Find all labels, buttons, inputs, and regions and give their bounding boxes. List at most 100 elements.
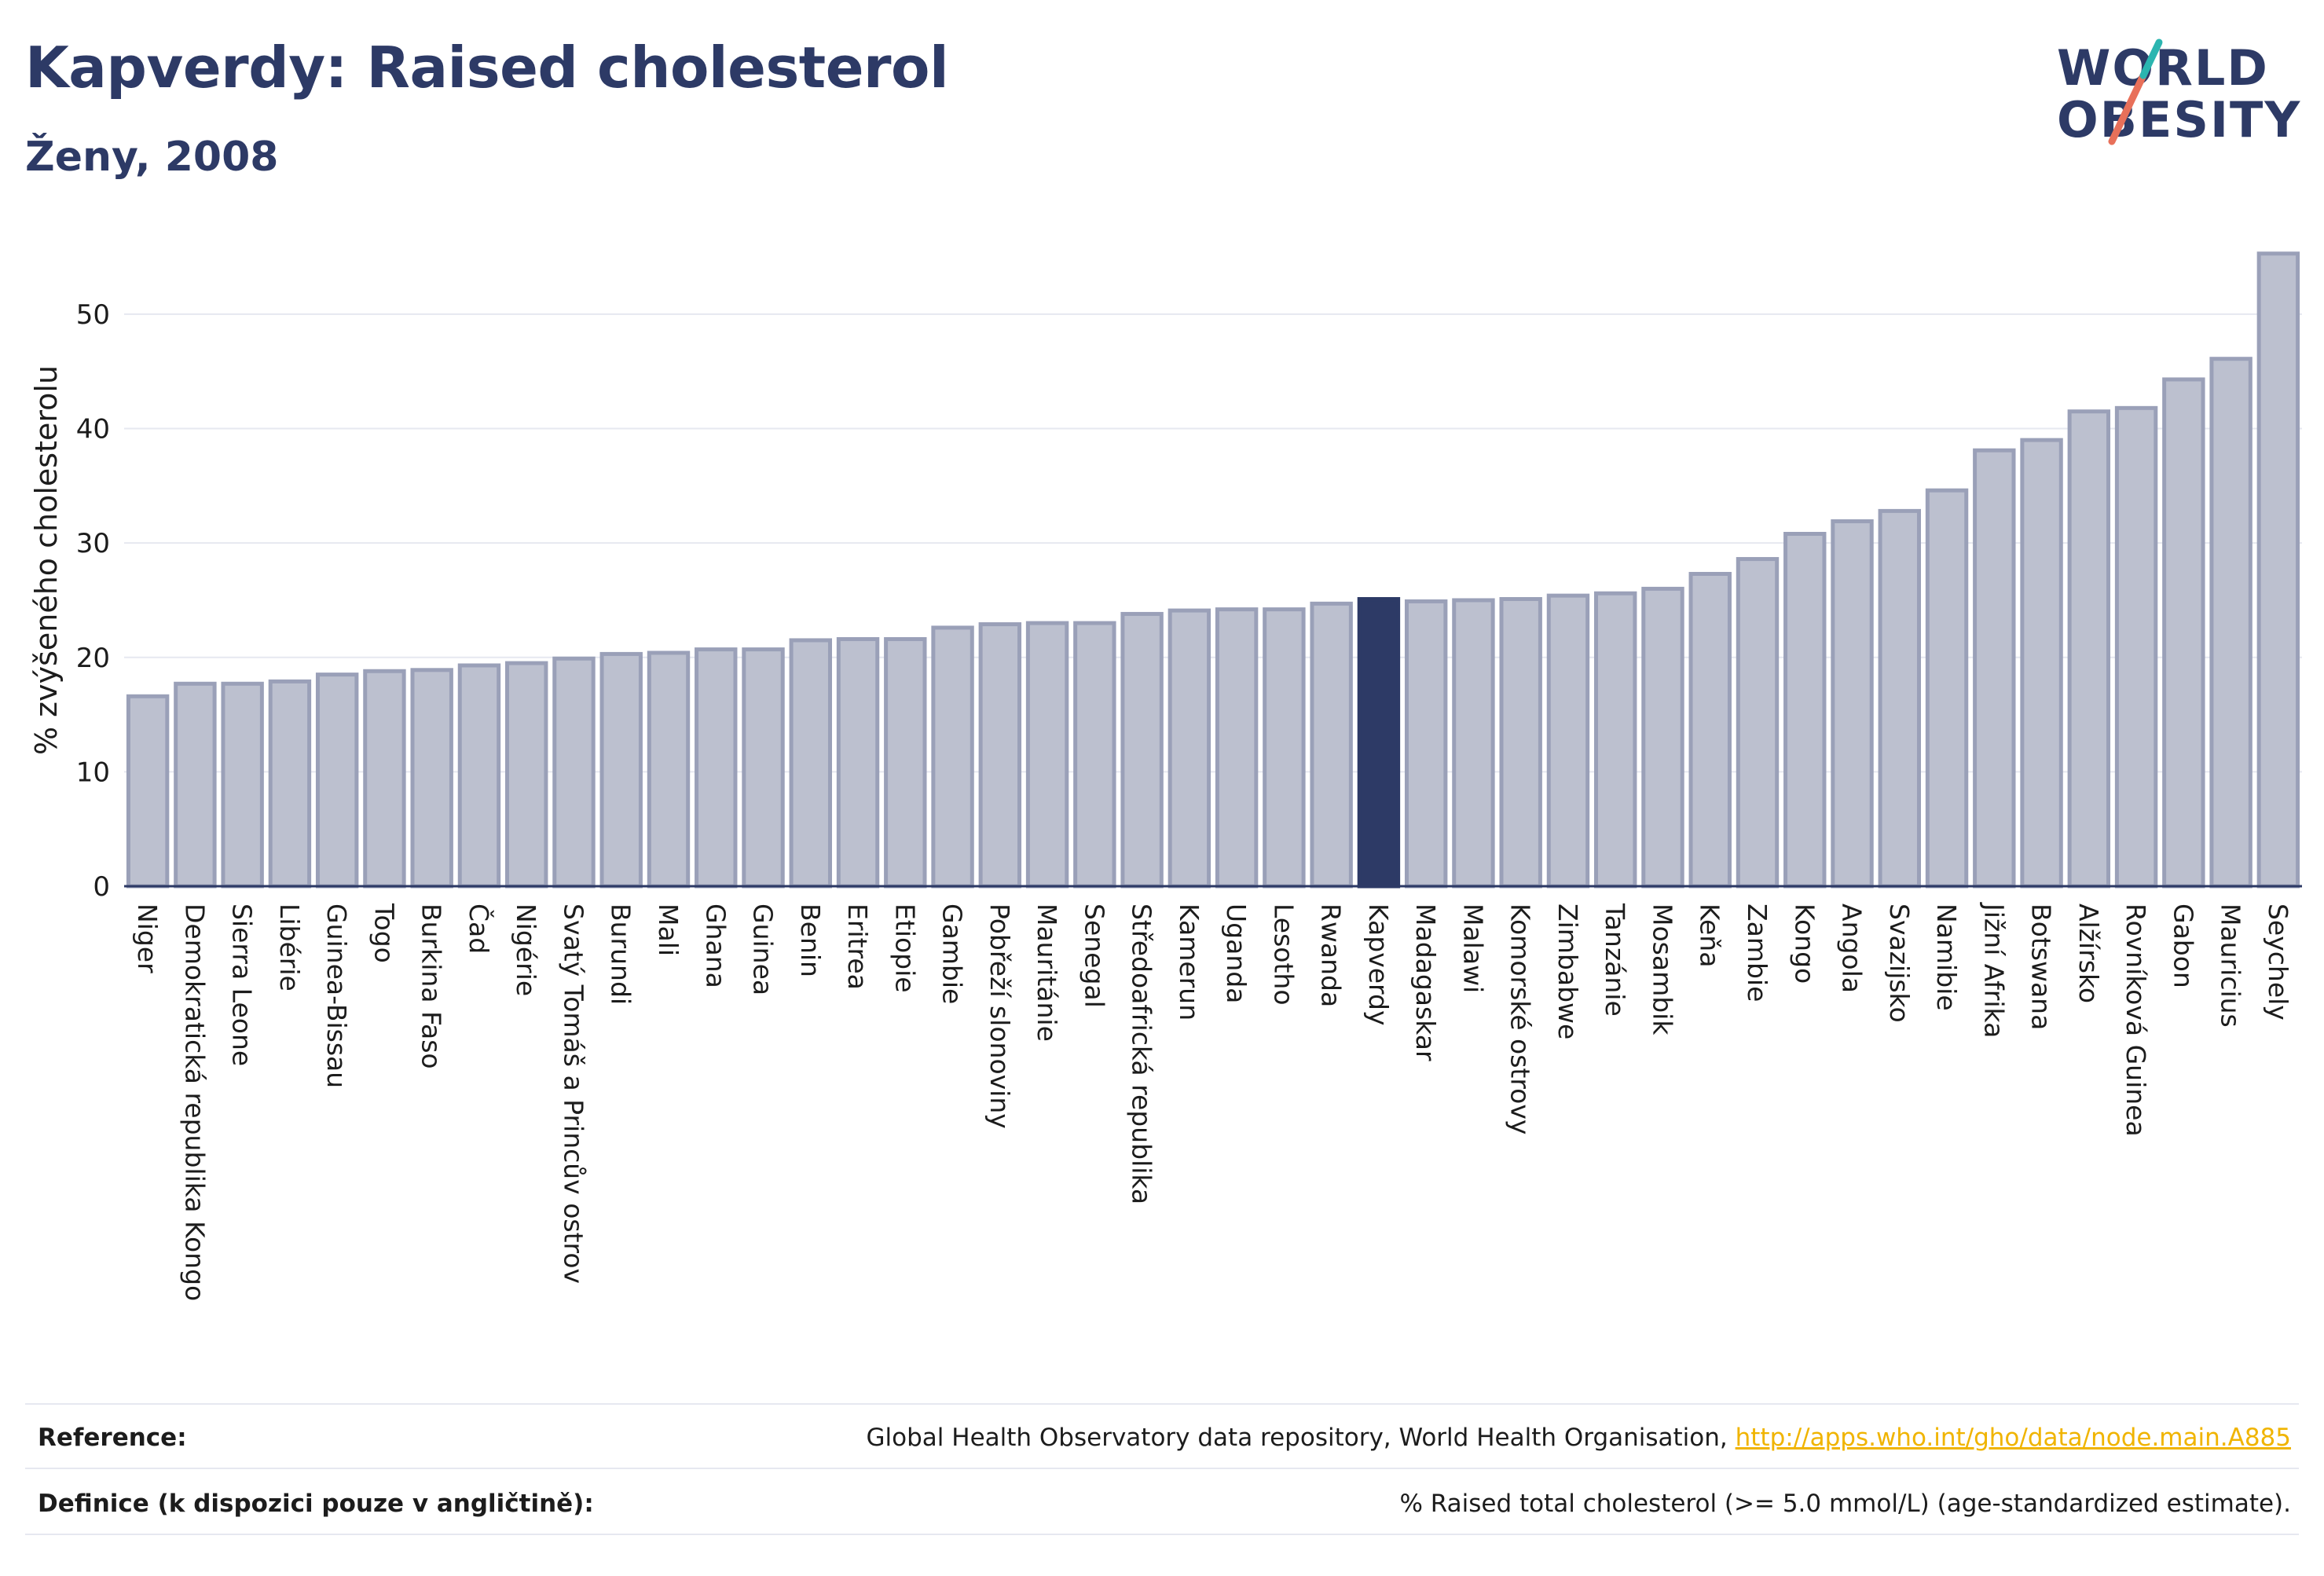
definition-label: Definice (k dispozici pouze v angličtině…: [38, 1490, 594, 1518]
x-tick-label: Guinea: [748, 903, 779, 995]
x-tick-label: Nigérie: [511, 903, 541, 996]
chart-subtitle: Ženy, 2008: [25, 134, 279, 181]
x-tick-label: Mauritánie: [1032, 903, 1062, 1042]
x-tick-label: Zimbabwe: [1552, 903, 1583, 1039]
bar: [315, 673, 359, 889]
reference-label: Reference:: [38, 1424, 187, 1452]
bar: [457, 663, 501, 889]
bar: [742, 647, 785, 889]
bar: [268, 679, 312, 889]
world-obesity-logo: WORLD OBESITY: [2043, 24, 2310, 165]
bar: [978, 622, 1022, 889]
x-tick-label: Mosambik: [1647, 903, 1677, 1035]
bar: [1357, 597, 1401, 889]
footer-divider: [25, 1403, 2299, 1405]
logo-slash-icon: [2108, 38, 2163, 145]
x-tick-label: Etiopie: [889, 903, 920, 993]
bar: [363, 669, 406, 889]
bar: [410, 668, 453, 889]
bar: [1973, 448, 2016, 889]
footer-divider: [25, 1534, 2299, 1535]
bar: [2209, 357, 2253, 889]
bar: [1546, 593, 1590, 889]
definition-text: % Raised total cholesterol (>= 5.0 mmol/…: [1399, 1490, 2291, 1518]
x-tick-label: Senegal: [1079, 903, 1109, 1008]
bar: [789, 638, 832, 889]
y-tick-label: 50: [76, 299, 110, 331]
x-tick-label: Eritrea: [842, 903, 873, 990]
y-tick-label: 10: [76, 757, 110, 788]
x-tick-label: Tanzánie: [1600, 903, 1630, 1017]
y-axis-ticks: 0 10 20 30 40 50: [76, 299, 110, 903]
footer-divider: [25, 1468, 2299, 1469]
chart-title: Kapverdy: Raised cholesterol: [25, 35, 949, 101]
y-tick-label: 40: [76, 414, 110, 445]
bar: [599, 651, 643, 889]
x-tick-label: Kongo: [1789, 903, 1820, 984]
bar: [1263, 607, 1306, 889]
x-tick-label: Rovníková Guinea: [2121, 903, 2151, 1137]
y-tick-label: 30: [76, 528, 110, 559]
x-tick-label: Namibie: [1931, 903, 1962, 1011]
x-tick-label: Pobřeží slonoviny: [984, 903, 1015, 1129]
bar: [126, 694, 170, 889]
bar: [1831, 519, 1874, 889]
bar: [1641, 586, 1684, 889]
bar: [1878, 508, 1921, 889]
bar: [2256, 251, 2300, 889]
bar: [1025, 621, 1069, 889]
bar: [1452, 598, 1495, 889]
y-axis-label: % zvýšeného cholesterolu: [29, 365, 64, 755]
x-tick-label: Ghana: [700, 903, 731, 988]
bars: [126, 251, 2300, 889]
x-tick-label: Sierra Leone: [227, 903, 258, 1066]
x-tick-label: Zambie: [1742, 903, 1772, 1002]
x-tick-label: Svatý Tomáš a Princův ostrov: [558, 903, 588, 1284]
x-tick-label: Burundi: [606, 903, 636, 1005]
x-tick-label: Demokratická republika Kongo: [179, 903, 210, 1301]
x-tick-label: Benin: [795, 903, 826, 977]
bar: [1925, 488, 1969, 889]
x-tick-label: Mali: [653, 903, 684, 956]
bar: [1499, 597, 1542, 889]
x-tick-label: Seychely: [2263, 903, 2293, 1021]
logo-word-obesity: OBESITY: [2057, 91, 2302, 148]
bar-chart: 0 10 20 30 40 50 Niger Demokratická republika …: [29, 251, 2302, 1301]
bar: [221, 681, 264, 889]
x-tick-label: Niger: [132, 903, 163, 973]
x-tick-label: Svazijsko: [1884, 903, 1915, 1023]
bar: [2114, 405, 2158, 889]
x-tick-label: Botswana: [2026, 903, 2057, 1030]
bar: [505, 661, 548, 889]
x-tick-label: Libérie: [274, 903, 305, 991]
x-tick-label: Angola: [1837, 903, 1868, 993]
y-tick-label: 0: [93, 871, 110, 903]
x-tick-label: Malawi: [1457, 903, 1488, 993]
x-tick-label: Komorské ostrovy: [1505, 903, 1536, 1134]
reference-link[interactable]: http://apps.who.int/gho/data/node.main.A…: [1735, 1424, 2291, 1452]
bar: [1594, 591, 1637, 889]
bar: [552, 656, 596, 889]
x-tick-label: Kapverdy: [1363, 903, 1394, 1026]
x-tick-label: Rwanda: [1316, 903, 1347, 1007]
x-tick-label: Guinea-Bissau: [321, 903, 352, 1088]
bar: [174, 681, 217, 889]
x-tick-label: Togo: [368, 903, 399, 963]
reference-text: Global Health Observatory data repositor…: [866, 1424, 1736, 1452]
reference-value: Global Health Observatory data repositor…: [867, 1424, 2291, 1452]
bar: [1073, 621, 1116, 889]
bar: [836, 636, 880, 889]
bar: [884, 636, 927, 889]
bar: [2067, 409, 2111, 889]
x-tick-label: Jižní Afrika: [1978, 902, 2009, 1038]
bar: [1167, 608, 1211, 889]
bar: [1310, 601, 1353, 889]
bar: [1736, 557, 1780, 889]
x-axis-labels: Niger Demokratická republika Kongo Sierra …: [132, 902, 2293, 1301]
x-tick-label: Keňa: [1695, 903, 1725, 967]
bar: [1404, 599, 1448, 889]
x-tick-label: Kamerun: [1174, 903, 1204, 1021]
bar: [1688, 571, 1732, 889]
bar: [647, 651, 691, 889]
x-tick-label: Středoafrická republika: [1127, 903, 1157, 1204]
